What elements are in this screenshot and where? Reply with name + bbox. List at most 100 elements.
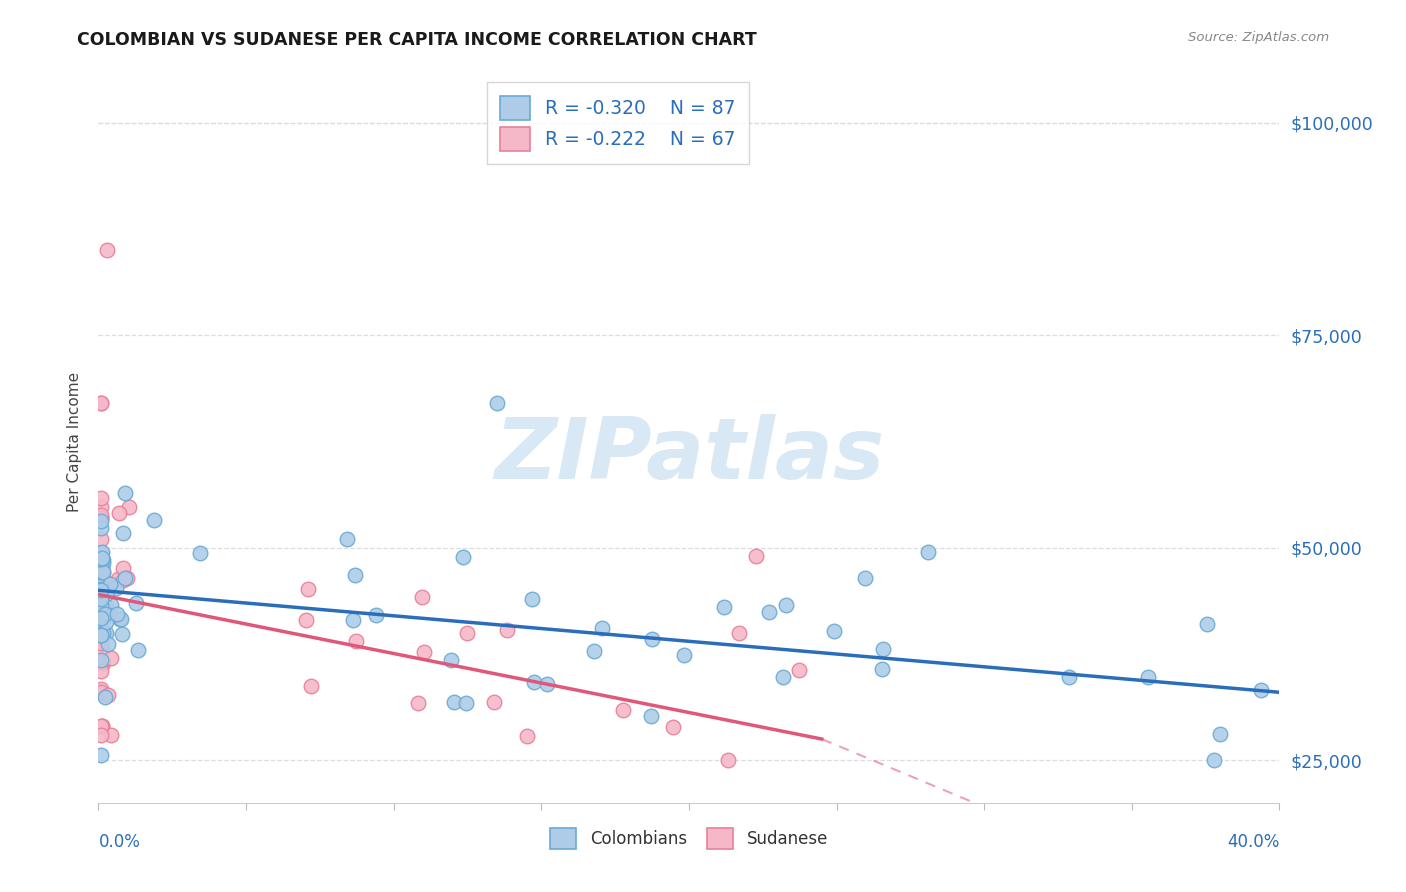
Point [90,655,112,669]
Point [90,685,112,699]
Point [1195,617,1218,632]
Point [91,560,114,574]
Point [91,551,114,566]
Point [125,596,148,610]
Point [93,552,115,566]
Point [90,554,112,568]
Point [364,607,387,622]
Point [662,720,685,734]
Point [91,625,114,640]
Point [108,612,131,626]
Point [94,626,117,640]
Point [91,719,114,733]
Point [456,625,478,640]
Point [91,566,114,580]
Point [90,748,112,763]
Point [90,554,112,568]
Point [775,599,797,613]
Point [91,584,114,599]
Point [91,556,114,570]
Point [111,560,134,574]
Point [344,634,367,648]
Point [1137,670,1160,684]
Point [105,607,128,622]
Y-axis label: Per Capita Income: Per Capita Income [66,371,82,512]
Point [91,566,114,580]
Point [90,396,112,410]
Point [297,582,319,597]
Point [114,485,136,500]
Point [90,521,112,535]
Point [343,567,366,582]
Point [90,596,112,610]
Point [105,581,128,595]
Point [118,500,141,514]
Point [90,396,112,410]
Point [1202,753,1225,767]
Point [640,709,662,723]
Point [100,598,122,612]
Point [612,703,634,717]
Point [100,650,122,665]
Point [591,621,613,635]
Point [451,549,474,564]
Point [142,513,165,527]
Text: ZIPatlas: ZIPatlas [494,415,884,498]
Point [90,574,112,588]
Point [114,571,136,585]
Point [98,607,121,622]
Point [1057,670,1080,684]
Point [127,642,149,657]
Point [90,656,112,670]
Point [94,690,117,704]
Point [90,611,112,625]
Point [336,533,359,547]
Point [111,526,134,541]
Point [107,572,129,586]
Point [583,644,606,658]
Point [872,642,894,657]
Point [342,613,364,627]
Point [717,753,740,767]
Point [94,607,117,622]
Point [523,675,546,690]
Point [90,552,112,566]
Text: 0.0%: 0.0% [98,832,141,851]
Point [90,590,112,604]
Point [90,627,112,641]
Point [90,621,112,635]
Point [90,510,112,524]
Point [90,622,112,636]
Point [91,550,114,565]
Point [641,632,664,646]
Point [96,582,118,596]
Point [110,612,132,626]
Point [94,586,117,600]
Point [411,591,433,605]
Point [90,602,112,616]
Point [772,670,794,684]
Point [96,582,118,597]
Point [90,682,112,697]
Point [91,625,114,640]
Point [536,677,558,691]
Point [90,641,112,656]
Point [90,582,112,597]
Legend: Colombians, Sudanese: Colombians, Sudanese [540,818,838,860]
Point [482,695,505,709]
Point [672,648,695,662]
Point [90,579,112,593]
Point [90,728,112,742]
Point [520,592,543,607]
Point [94,600,117,615]
Text: COLOMBIAN VS SUDANESE PER CAPITA INCOME CORRELATION CHART: COLOMBIAN VS SUDANESE PER CAPITA INCOME … [77,31,756,49]
Point [90,508,112,523]
Point [90,601,112,615]
Point [90,593,112,607]
Point [90,558,112,572]
Point [90,636,112,650]
Point [713,600,735,615]
Point [496,624,519,638]
Point [90,575,112,590]
Point [91,566,114,580]
